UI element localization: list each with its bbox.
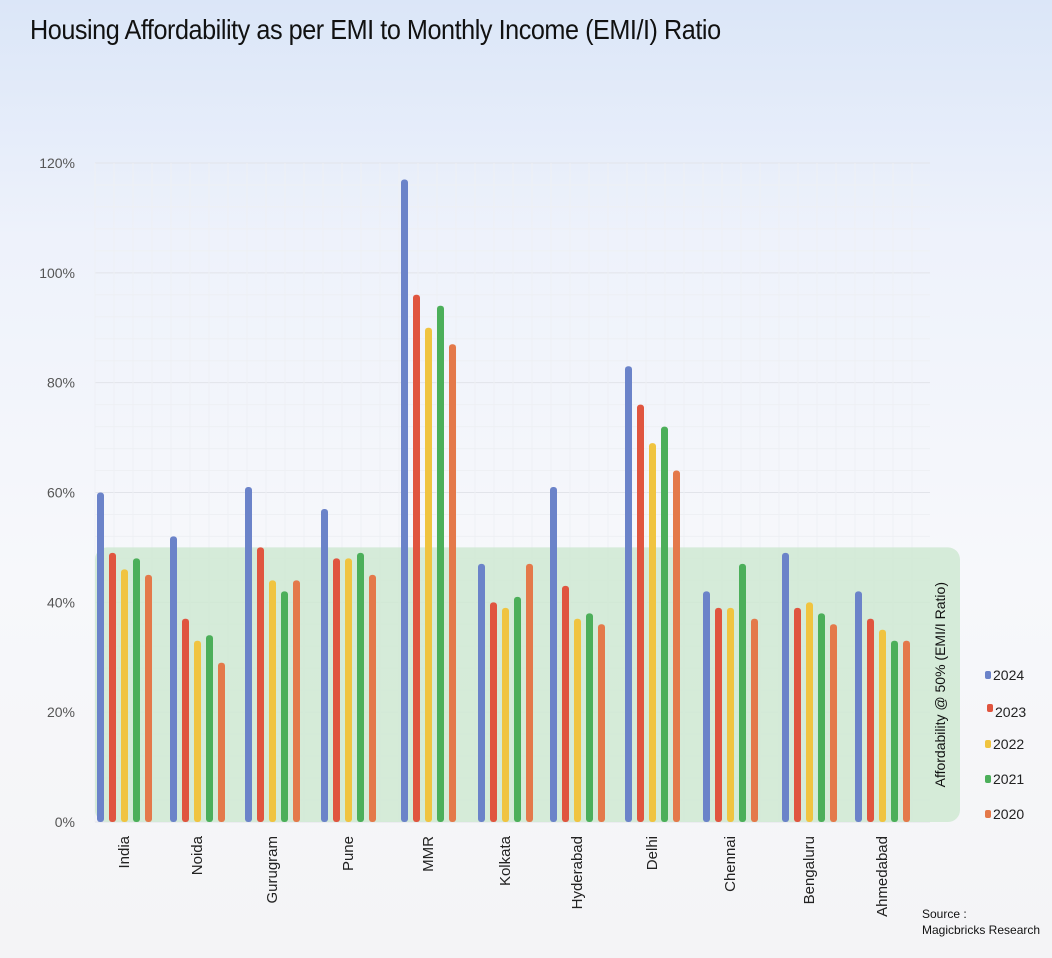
bar-2020-kolkata [526, 563, 533, 822]
bar-2020-bengaluru [830, 624, 837, 822]
bar-2024-hyderabad [550, 487, 557, 822]
y-tick-label: 120% [39, 155, 75, 171]
bar-2023-noida [182, 618, 189, 822]
bar-2021-kolkata [514, 596, 521, 822]
x-tick-label: India [116, 835, 133, 868]
bar-2023-ahmedabad [867, 618, 874, 822]
legend-label: 2022 [993, 736, 1024, 752]
x-tick-label: Gurugram [264, 836, 281, 904]
legend-swatch-2022 [985, 740, 991, 748]
bar-2024-delhi [625, 366, 632, 822]
bar-2021-hyderabad [586, 613, 593, 822]
bar-2024-chennai [703, 591, 710, 822]
bar-2020-noida [218, 662, 225, 822]
bar-2021-pune [357, 552, 364, 822]
bar-2021-ahmedabad [891, 640, 898, 822]
bar-2023-gurugram [257, 547, 264, 822]
legend-label: 2020 [993, 806, 1024, 822]
source-name: Magicbricks Research [922, 923, 1041, 937]
bar-2021-delhi [661, 426, 668, 822]
bar-2023-india [109, 552, 116, 822]
bar-2020-pune [369, 574, 376, 822]
bar-2020-ahmedabad [903, 640, 910, 822]
source-label: Source : [922, 907, 967, 921]
bar-2023-bengaluru [794, 607, 801, 822]
bar-2022-delhi [649, 443, 656, 822]
bar-2021-gurugram [281, 591, 288, 822]
x-tick-label: Noida [189, 835, 206, 875]
bar-2023-mmr [413, 294, 420, 822]
y-tick-label: 100% [39, 265, 75, 281]
bar-2022-kolkata [502, 607, 509, 822]
y-tick-label: 40% [47, 594, 75, 610]
legend-label: 2023 [995, 704, 1026, 720]
x-tick-label: Bengaluru [801, 836, 818, 904]
bar-2024-bengaluru [782, 552, 789, 822]
x-tick-label: Hyderabad [569, 836, 586, 909]
bar-2022-pune [345, 558, 352, 822]
bar-2022-bengaluru [806, 602, 813, 822]
bar-2020-hyderabad [598, 624, 605, 822]
bar-2024-india [97, 492, 104, 822]
bar-2020-delhi [673, 470, 680, 822]
legend-swatch-2023 [987, 704, 993, 712]
bar-2023-kolkata [490, 602, 497, 822]
x-tick-label: Chennai [722, 836, 739, 892]
bar-2024-noida [170, 536, 177, 822]
bar-2020-mmr [449, 344, 456, 822]
y-tick-label: 20% [47, 704, 75, 720]
bar-2021-india [133, 558, 140, 822]
x-tick-label: Kolkata [497, 835, 514, 886]
x-tick-label: Pune [340, 836, 357, 871]
legend-label: 2024 [993, 667, 1024, 683]
legend-swatch-2024 [985, 671, 991, 679]
y-tick-label: 60% [47, 485, 75, 501]
bar-2022-india [121, 569, 128, 822]
x-tick-label: Delhi [644, 836, 661, 870]
x-tick-label: MMR [420, 836, 437, 872]
bar-2020-chennai [751, 618, 758, 822]
bar-2023-hyderabad [562, 585, 569, 822]
source-note: Source : Magicbricks Research [922, 906, 1040, 938]
bar-2023-delhi [637, 404, 644, 822]
bar-2021-chennai [739, 563, 746, 822]
y-tick-label: 0% [55, 814, 75, 830]
legend-label: 2021 [993, 771, 1024, 787]
bar-2022-noida [194, 640, 201, 822]
bar-2021-mmr [437, 305, 444, 822]
bar-2024-ahmedabad [855, 591, 862, 822]
bar-2021-noida [206, 635, 213, 822]
bar-2024-gurugram [245, 487, 252, 822]
bar-2020-india [145, 574, 152, 822]
y-tick-label: 80% [47, 375, 75, 391]
bar-2022-hyderabad [574, 618, 581, 822]
affordability-band-label: Affordability @ 50% (EMI/I Ratio) [932, 582, 948, 787]
bar-2020-gurugram [293, 580, 300, 822]
bar-2021-bengaluru [818, 613, 825, 822]
legend-swatch-2021 [985, 775, 991, 783]
bar-2024-kolkata [478, 563, 485, 822]
x-tick-label: Ahmedabad [874, 836, 891, 917]
legend-swatch-2020 [985, 810, 991, 818]
bar-2024-mmr [401, 179, 408, 823]
bar-2022-mmr [425, 327, 432, 822]
bar-2022-chennai [727, 607, 734, 822]
bar-2023-pune [333, 558, 340, 822]
bar-2024-pune [321, 508, 328, 822]
bar-2022-gurugram [269, 580, 276, 822]
chart-title: Housing Affordability as per EMI to Mont… [30, 14, 721, 45]
bar-2023-chennai [715, 607, 722, 822]
bar-2022-ahmedabad [879, 629, 886, 822]
